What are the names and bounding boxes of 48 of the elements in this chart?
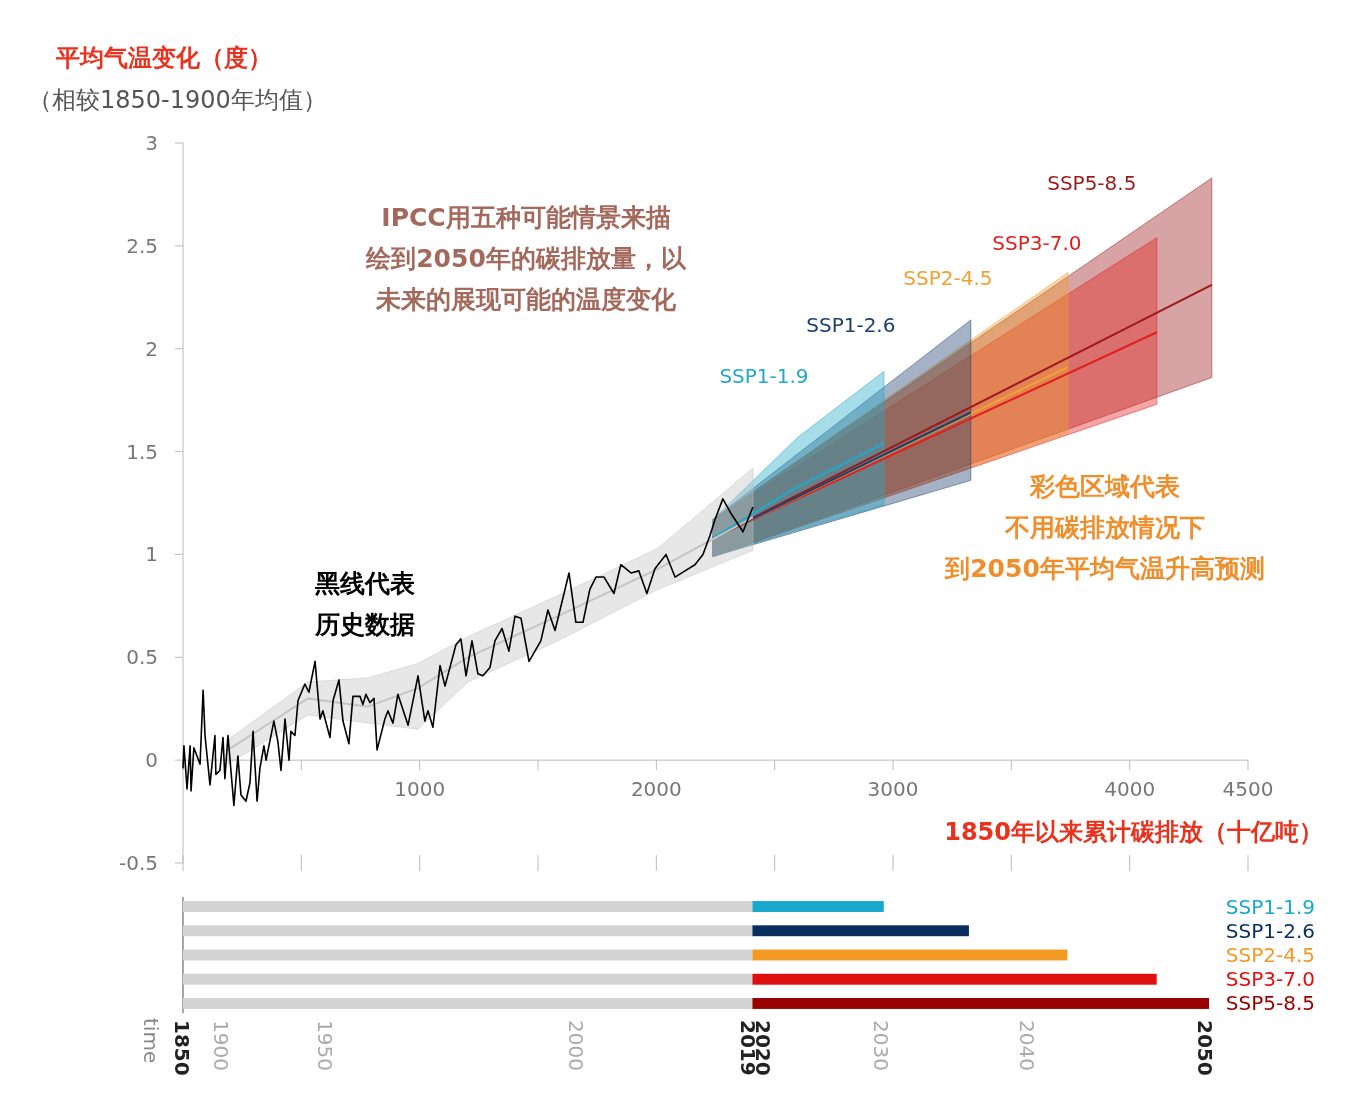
x-tick-label: 3000 [867, 777, 919, 802]
y-tick-label: 3 [145, 131, 158, 155]
bar [752, 949, 1068, 961]
text: SSP1-1.9 [719, 364, 809, 389]
y-tick-label: 0.5 [126, 645, 158, 670]
x-tick-label: 2000 [630, 777, 682, 802]
text: 2050 [1193, 1020, 1217, 1076]
y-tick-label: SSP1-1.9 [1225, 894, 1315, 919]
line-series [182, 498, 754, 807]
bar [183, 973, 753, 985]
y-tick-label: 1.5 [126, 439, 158, 464]
text: SSP3-7.0 [992, 230, 1082, 255]
y-tick-label: SSP3-7.0 [1225, 967, 1315, 992]
bar [752, 925, 969, 937]
bar [183, 901, 753, 912]
bar [183, 925, 753, 937]
annotation: 彩色区域代表不用碳排放情况下到2050年平均气温升高预测 [944, 472, 1265, 583]
text: SSP5-8.5 [1047, 170, 1137, 195]
x-tick-label: 1000 [394, 777, 446, 802]
bar [752, 998, 1209, 1009]
text: 2040 [1015, 1020, 1039, 1071]
text: 1850 [170, 1020, 194, 1076]
y-axis-title: 平均气温变化（度） [55, 44, 272, 72]
text: 1900 [209, 1020, 233, 1071]
x-tick-label: 4000 [1104, 777, 1156, 802]
y-axis-title: time [139, 1018, 163, 1064]
text: 2030 [869, 1020, 893, 1071]
annotation: 黑线代表历史数据 [314, 569, 415, 639]
y-tick-label: 2.5 [126, 233, 158, 258]
text: SSP2-4.5 [903, 265, 993, 290]
bar [752, 901, 884, 912]
x-axis-title: 1850年以来累计碳排放（十亿吨） [944, 818, 1323, 846]
y-tick-label: SSP2-4.5 [1225, 943, 1315, 967]
y-tick-label: 1 [145, 542, 158, 567]
y-tick-label: SSP5-8.5 [1225, 991, 1315, 1016]
x-tick-label: 4500 [1222, 777, 1274, 802]
bar [183, 998, 753, 1009]
chart-subtitle: （相较1850-1900年均值） [28, 86, 327, 114]
y-tick-label: 0 [145, 748, 158, 773]
bar [183, 949, 753, 961]
y-tick-label: 2 [145, 336, 158, 361]
y-tick-label: -0.5 [118, 851, 158, 875]
y-tick-label: SSP1-2.6 [1225, 918, 1315, 943]
text: SSP1-2.6 [806, 312, 896, 337]
bar [752, 973, 1157, 985]
text: 2000 [564, 1020, 588, 1071]
annotation: IPCC用五种可能情景来描绘到2050年的碳排放量，以未来的展现可能的温度变化 [365, 203, 687, 314]
text: 1950 [313, 1020, 337, 1071]
